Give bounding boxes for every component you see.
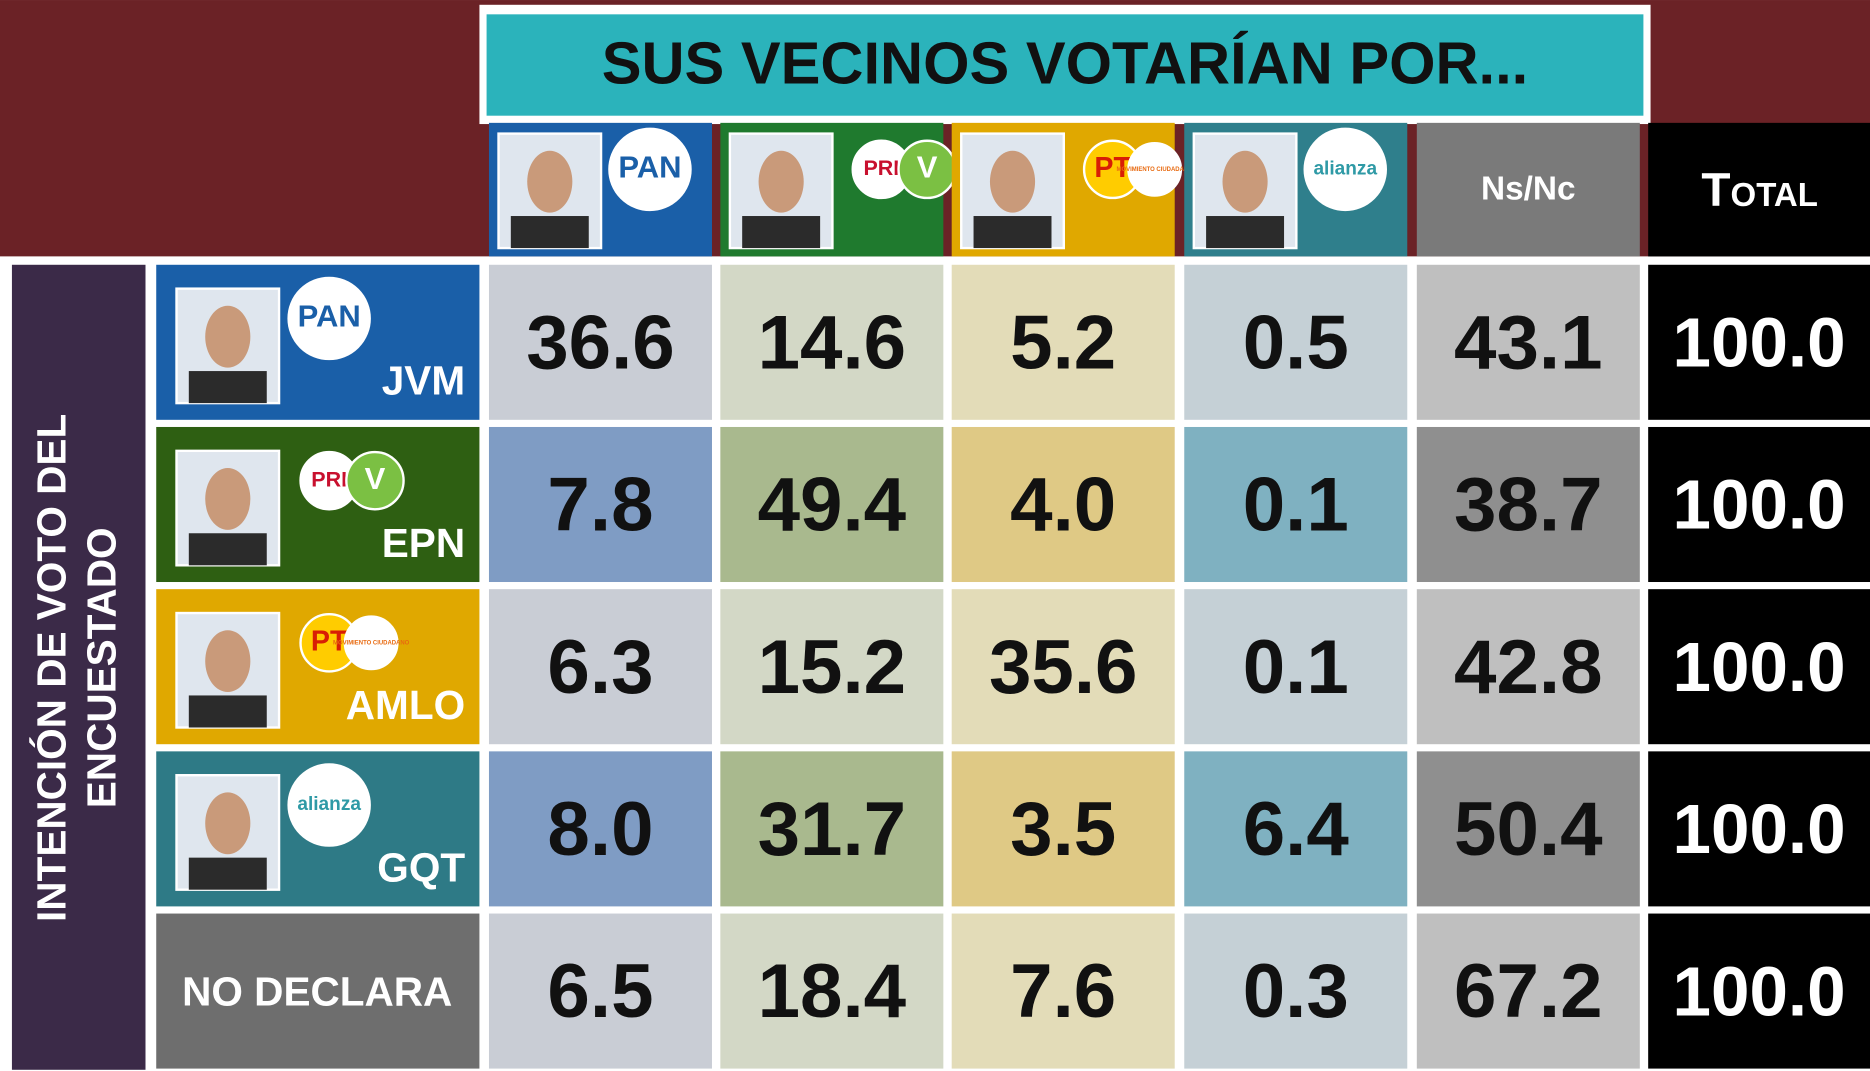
cell-value: 15.2 — [758, 625, 907, 710]
cell-value: 6.3 — [547, 625, 653, 710]
cell-value: 0.1 — [1243, 625, 1349, 710]
cell-value: 8.0 — [547, 787, 653, 872]
photo-body — [189, 695, 267, 727]
party-logo-text: V — [365, 461, 386, 496]
title: SUS VECINOS VOTARÍAN POR... — [602, 30, 1529, 97]
column-header-label: Total — [1701, 164, 1818, 217]
cell-value: 50.4 — [1454, 787, 1603, 872]
photo-face — [1223, 151, 1268, 213]
photo-body — [511, 216, 589, 248]
photo-body — [1206, 216, 1284, 248]
cell-value: 67.2 — [1454, 949, 1603, 1034]
cell-value: 7.6 — [1010, 949, 1116, 1034]
photo-body — [189, 858, 267, 890]
cell-value: 35.6 — [989, 625, 1138, 710]
photo-face — [759, 151, 804, 213]
party-logo-text: PAN — [618, 150, 681, 185]
row-header-label: EPN — [382, 520, 465, 566]
party-logo-text: MOVIMIENTO CIUDADANO — [1117, 167, 1194, 173]
photo-body — [189, 533, 267, 565]
cell-value: 18.4 — [758, 949, 907, 1034]
total-value: 100.0 — [1673, 466, 1846, 544]
cell-value: 36.6 — [526, 300, 675, 385]
cell-value: 0.3 — [1243, 949, 1349, 1034]
photo-face — [205, 306, 250, 368]
cell-value: 43.1 — [1454, 300, 1603, 385]
photo-face — [205, 468, 250, 530]
row-header-label: GQT — [377, 844, 465, 890]
row-header-label: NO DECLARA — [182, 968, 452, 1014]
photo-face — [205, 792, 250, 854]
total-value: 100.0 — [1673, 790, 1846, 868]
cell-value: 14.6 — [758, 300, 907, 385]
photo-face — [990, 151, 1035, 213]
party-logo-text: V — [917, 150, 938, 185]
vote-table: SUS VECINOS VOTARÍAN POR... INTENCIÓN DE… — [0, 0, 1870, 1071]
cell-value: 3.5 — [1010, 787, 1116, 872]
party-logo-text: MOVIMIENTO CIUDADANO — [333, 640, 410, 646]
row-header-label: AMLO — [346, 682, 465, 728]
party-logo-text: PRI — [863, 156, 899, 180]
photo-face — [527, 151, 572, 213]
photo-face — [205, 630, 250, 692]
cell-value: 49.4 — [758, 463, 907, 548]
cell-value: 31.7 — [758, 787, 907, 872]
side-label: INTENCIÓN DE VOTO DEL — [29, 414, 75, 922]
side-label: ENCUESTADO — [79, 528, 125, 809]
photo-body — [974, 216, 1052, 248]
party-logo-text: PAN — [298, 299, 361, 334]
total-value: 100.0 — [1673, 952, 1846, 1030]
party-logo-text: alianza — [297, 794, 361, 815]
party-logo-text: alianza — [1313, 158, 1377, 179]
cell-value: 6.5 — [547, 949, 653, 1034]
cell-value: 6.4 — [1243, 787, 1350, 872]
cell-value: 5.2 — [1010, 300, 1116, 385]
cell-value: 0.1 — [1243, 463, 1349, 548]
photo-body — [742, 216, 820, 248]
cell-value: 4.0 — [1010, 463, 1116, 548]
cell-value: 38.7 — [1454, 463, 1603, 548]
total-value: 100.0 — [1673, 304, 1846, 382]
cell-value: 0.5 — [1243, 300, 1349, 385]
column-header-label: Ns/Nc — [1481, 171, 1576, 208]
party-logo-text: PRI — [311, 467, 347, 491]
cell-value: 42.8 — [1454, 625, 1603, 710]
total-value: 100.0 — [1673, 628, 1846, 706]
row-header-label: JVM — [382, 358, 465, 404]
cell-value: 7.8 — [547, 463, 653, 548]
photo-body — [189, 371, 267, 403]
